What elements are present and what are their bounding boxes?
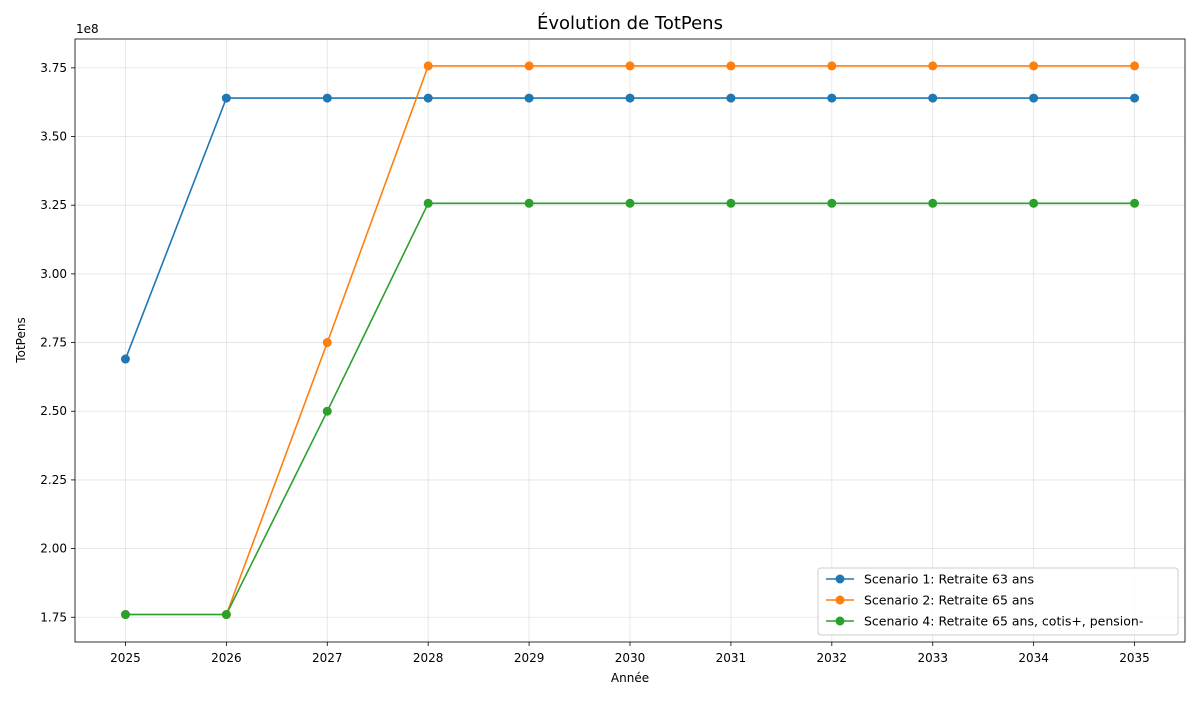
data-point <box>322 406 332 416</box>
data-point <box>221 93 231 103</box>
y-tick-label: 2.50 <box>40 404 67 418</box>
data-point <box>625 61 635 71</box>
legend-marker <box>835 616 845 626</box>
data-point <box>827 93 837 103</box>
data-point <box>423 93 433 103</box>
y-tick-label: 2.25 <box>40 473 67 487</box>
data-point <box>928 198 938 208</box>
series-1 <box>120 93 1140 364</box>
y-axis-label: TotPens <box>14 317 28 363</box>
data-point <box>322 93 332 103</box>
x-tick-label: 2026 <box>211 651 242 665</box>
data-point <box>524 61 534 71</box>
data-point <box>524 93 534 103</box>
x-tick-label: 2034 <box>1018 651 1049 665</box>
x-tick-label: 2029 <box>514 651 545 665</box>
y-tick-label: 3.50 <box>40 130 67 144</box>
grid-layer <box>75 39 1185 642</box>
data-point <box>1130 198 1140 208</box>
legend: Scenario 1: Retraite 63 ans Scenario 2: R… <box>817 567 1179 636</box>
legend-box <box>817 567 1179 636</box>
y-tick-label: 2.75 <box>40 336 67 350</box>
data-point <box>1130 61 1140 71</box>
series-layer <box>120 61 1140 620</box>
legend-marker <box>835 574 845 584</box>
data-point <box>120 354 130 364</box>
data-point <box>524 198 534 208</box>
tick-layer: 2025 2026 2027 2028 2029 2030 2031 2032 2033 2034… <box>40 61 1150 665</box>
y-tick-label: 1.75 <box>40 610 67 624</box>
y-tick-label: 2.00 <box>40 542 67 556</box>
data-point <box>928 61 938 71</box>
x-tick-label: 2027 <box>312 651 343 665</box>
data-point <box>827 61 837 71</box>
data-point <box>928 93 938 103</box>
data-point <box>625 198 635 208</box>
data-point <box>120 610 130 620</box>
x-axis-label: Année <box>611 671 649 685</box>
chart-title: Évolution de TotPens <box>537 12 723 34</box>
data-point <box>1130 93 1140 103</box>
x-tick-label: 2031 <box>716 651 747 665</box>
data-point <box>625 93 635 103</box>
series-3 <box>120 198 1140 620</box>
data-point <box>827 198 837 208</box>
data-point <box>1029 93 1039 103</box>
data-point <box>322 338 332 348</box>
data-point <box>221 610 231 620</box>
legend-marker <box>835 595 845 605</box>
x-tick-label: 2032 <box>817 651 848 665</box>
y-tick-label: 3.25 <box>40 198 67 212</box>
x-tick-label: 2028 <box>413 651 444 665</box>
data-point <box>726 61 736 71</box>
data-point <box>726 198 736 208</box>
legend-label: Scenario 2: Retraite 65 ans <box>864 593 1034 608</box>
data-point <box>423 198 433 208</box>
x-tick-label: 2030 <box>615 651 646 665</box>
x-tick-label: 2035 <box>1119 651 1150 665</box>
data-point <box>1029 61 1039 71</box>
y-axis-offset-label: 1e8 <box>76 22 99 36</box>
data-point <box>1029 198 1039 208</box>
x-tick-label: 2033 <box>917 651 948 665</box>
legend-label: Scenario 4: Retraite 65 ans, cotis+, pen… <box>864 614 1143 629</box>
data-point <box>726 93 736 103</box>
legend-label: Scenario 1: Retraite 63 ans <box>864 572 1034 587</box>
data-point <box>423 61 433 71</box>
y-tick-label: 3.00 <box>40 267 67 281</box>
y-tick-label: 3.75 <box>40 61 67 75</box>
x-tick-label: 2025 <box>110 651 141 665</box>
